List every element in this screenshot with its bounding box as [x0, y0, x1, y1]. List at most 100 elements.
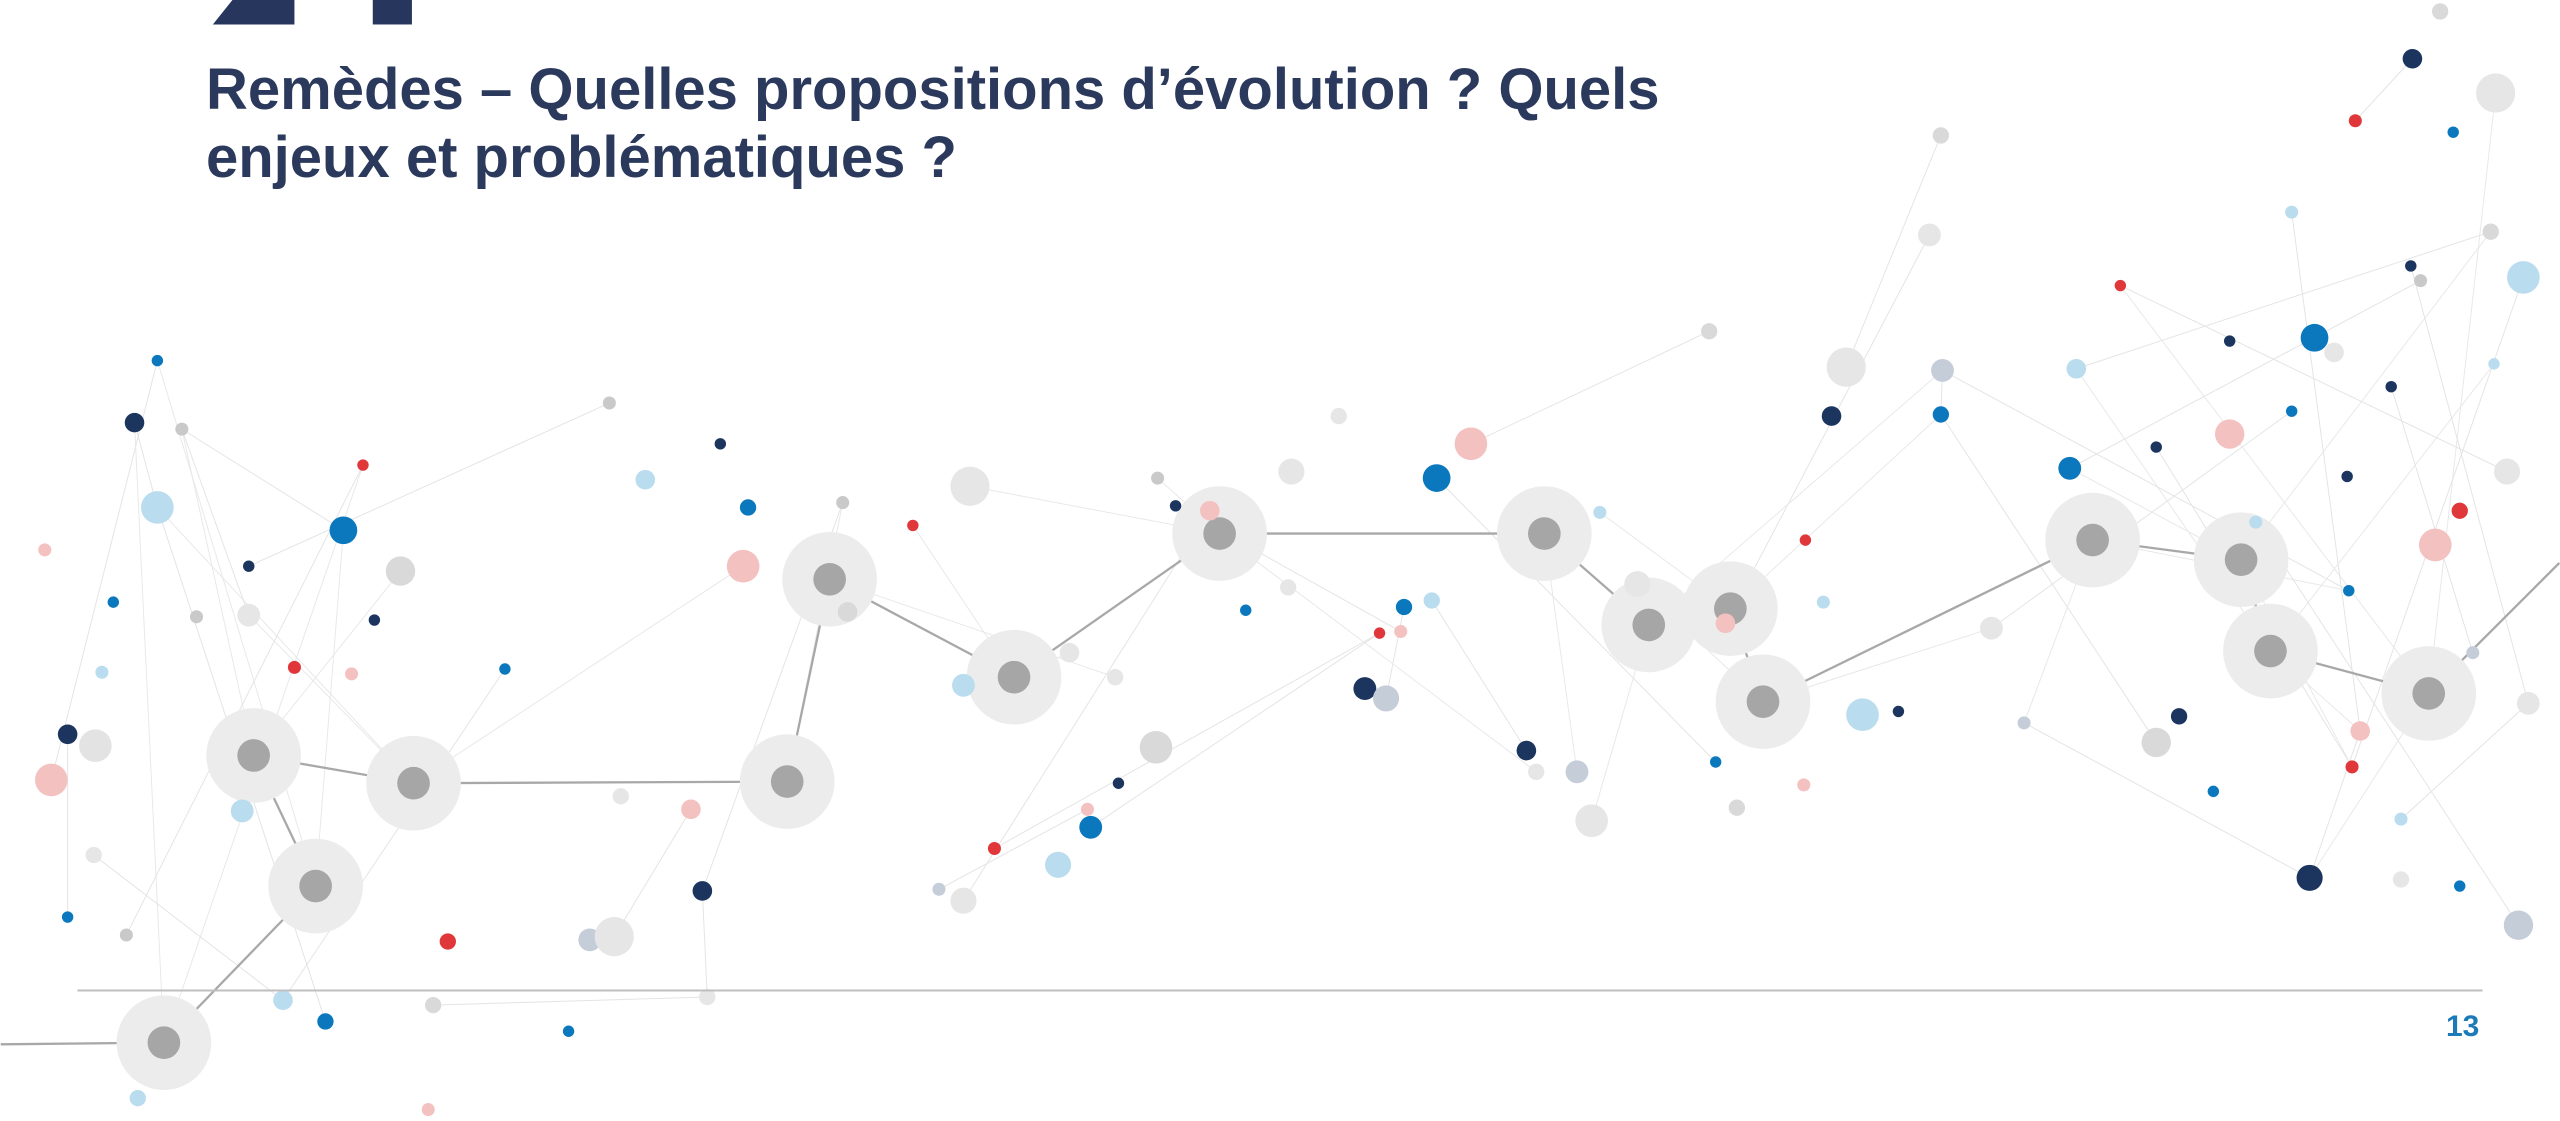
node [2341, 470, 2353, 483]
node [602, 396, 616, 410]
node [1816, 595, 1830, 609]
node [1394, 624, 1408, 639]
faint-link [963, 510, 1211, 901]
node [1151, 471, 1165, 485]
node [1079, 815, 1103, 839]
node [1516, 740, 1537, 761]
node [243, 560, 255, 572]
faint-link [181, 428, 250, 616]
node [594, 917, 634, 957]
node [2214, 419, 2245, 449]
node [2223, 335, 2236, 347]
node [38, 543, 52, 557]
node [1423, 592, 1440, 609]
node [699, 988, 716, 1006]
node [1112, 777, 1125, 789]
faint-link [938, 808, 1088, 890]
faint-link [2291, 212, 2361, 732]
faint-link [157, 507, 414, 784]
node [1846, 698, 1879, 732]
faint-link [1436, 477, 1717, 763]
node [2402, 48, 2423, 69]
node [635, 469, 656, 490]
hub-node [397, 766, 430, 800]
faint-link [181, 428, 344, 531]
node [424, 996, 442, 1014]
node [1422, 464, 1451, 492]
node [2300, 323, 2329, 352]
node [1575, 804, 1608, 838]
node [1107, 669, 1124, 686]
node [190, 610, 204, 624]
node [1826, 347, 1866, 387]
node [1169, 500, 1182, 512]
faint-link [1385, 606, 1405, 699]
node [2285, 405, 2298, 417]
faint-link [2354, 58, 2413, 122]
faint-link [413, 565, 744, 784]
node [950, 887, 977, 914]
node [357, 459, 369, 471]
faint-link [2255, 521, 2519, 926]
node [2507, 261, 2540, 294]
node [2447, 126, 2459, 138]
node [1932, 127, 1950, 144]
faint-link [433, 996, 708, 1006]
faint-link [1431, 600, 1527, 751]
hub-node [997, 660, 1031, 694]
hub-node [299, 869, 332, 903]
hub-node [2254, 634, 2287, 668]
faint-link [2309, 730, 2361, 879]
node [1931, 358, 1954, 382]
page-number: 13 [2446, 1010, 2480, 1043]
faint-link [1219, 533, 1537, 773]
node [2017, 716, 2031, 730]
node [2503, 910, 2534, 940]
node [1353, 677, 1377, 701]
faint-link [2120, 285, 2508, 473]
faint-link [2400, 702, 2529, 820]
node [2516, 691, 2540, 715]
faint-link [2076, 231, 2491, 370]
node [1280, 579, 1297, 596]
node [739, 499, 757, 516]
node [1700, 323, 1718, 340]
faint-link [134, 422, 165, 1043]
faint-link [994, 632, 1380, 849]
node [2150, 441, 2162, 453]
node [85, 846, 102, 864]
faint-link [613, 809, 692, 937]
faint-link [282, 668, 506, 1001]
node [124, 412, 145, 433]
hub-node [1528, 517, 1561, 550]
node [907, 519, 919, 532]
node [1797, 778, 1811, 792]
node [2392, 871, 2410, 888]
hub-link [1762, 539, 2094, 703]
node [1330, 407, 1347, 425]
node [1045, 851, 1072, 878]
node [2494, 458, 2521, 485]
faint-link [1845, 135, 1942, 368]
node [2432, 3, 2449, 20]
hub-node [813, 562, 846, 596]
node [2249, 515, 2263, 529]
node [439, 933, 456, 950]
node [612, 788, 629, 805]
node [2348, 114, 2362, 128]
node [952, 673, 975, 697]
node [499, 663, 511, 675]
node [1624, 571, 1651, 598]
faint-link [181, 429, 255, 756]
node [329, 516, 358, 545]
faint-link [315, 530, 344, 887]
faint-link [248, 402, 610, 567]
node [175, 422, 189, 436]
faint-link [1090, 632, 1380, 828]
node [79, 729, 112, 763]
node [2451, 502, 2468, 519]
node [2488, 358, 2500, 370]
node [317, 1013, 334, 1030]
faint-link [2023, 722, 2310, 879]
